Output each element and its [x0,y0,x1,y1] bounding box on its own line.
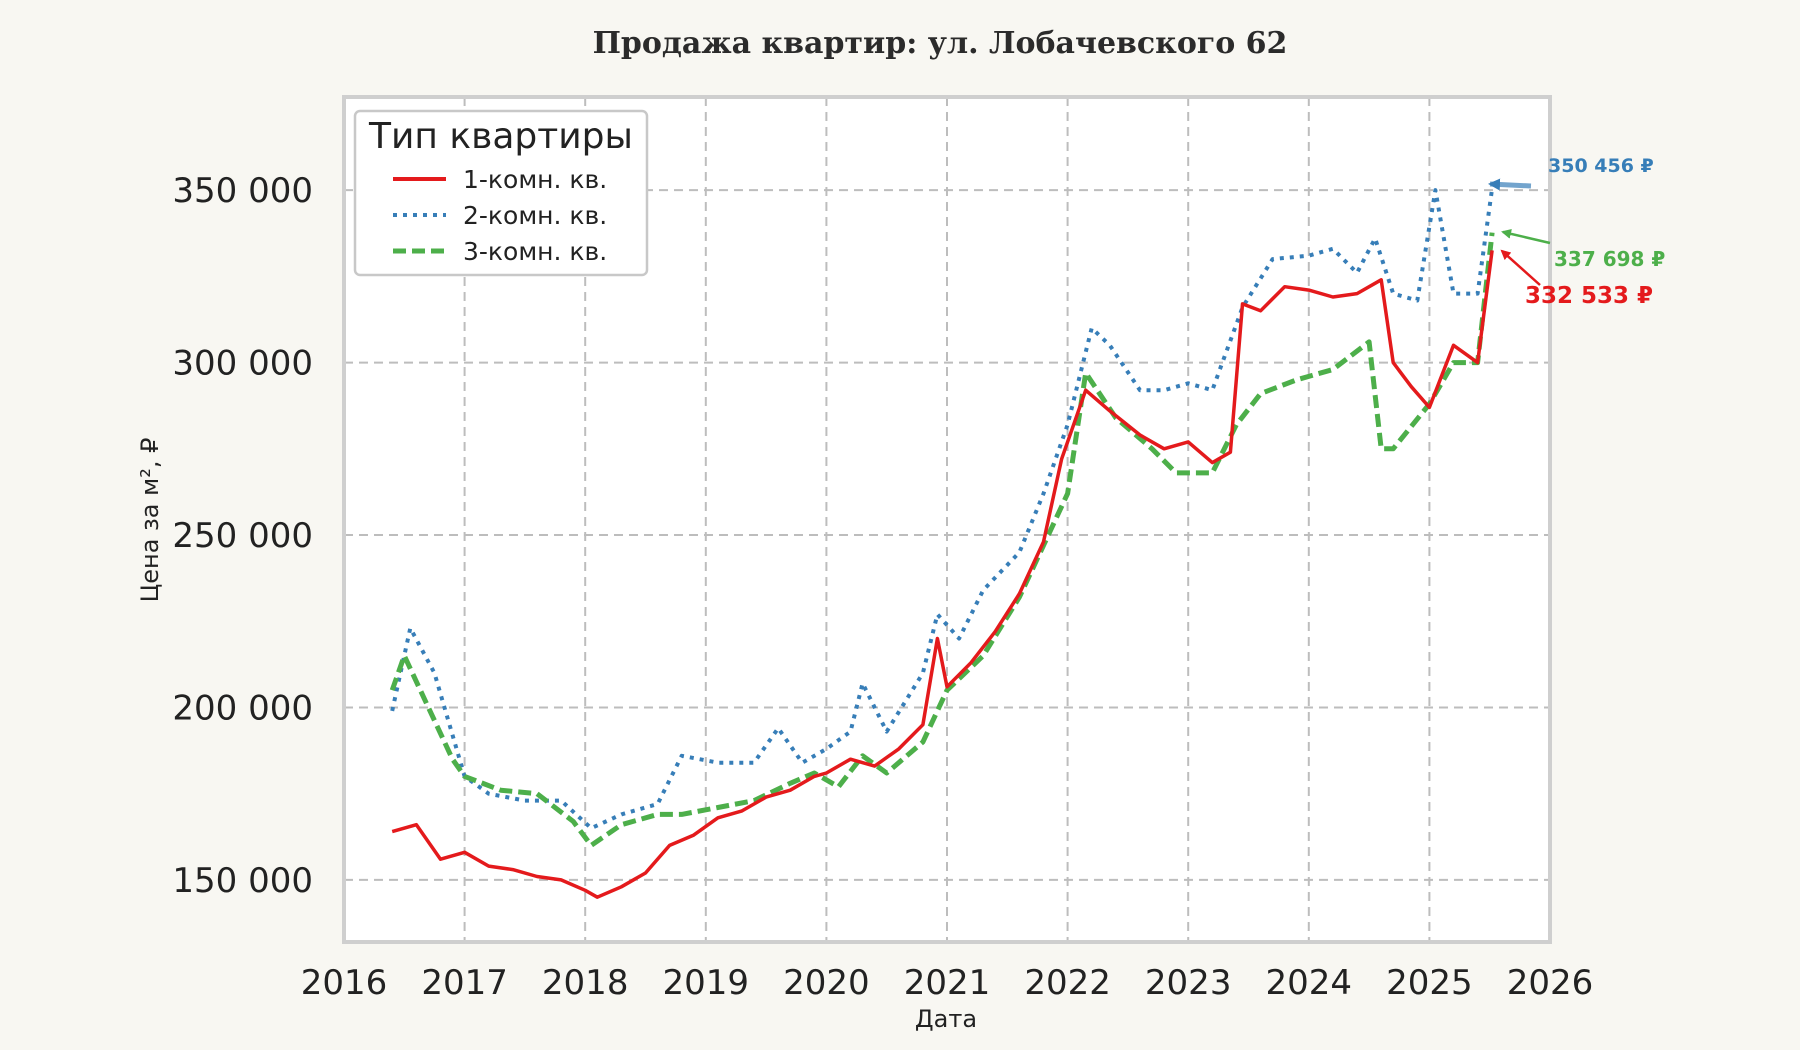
y-tick-label: 150 000 [172,861,313,901]
x-tick-label: 2018 [542,963,629,1003]
x-tick-label: 2024 [1266,963,1353,1003]
x-tick-label: 2022 [1024,963,1111,1003]
x-tick-label: 2016 [301,963,388,1003]
y-tick-label: 350 000 [172,171,313,211]
legend: Тип квартиры 1-комн. кв. 2-комн. кв. 3-к… [353,109,649,277]
x-tick-label: 2020 [783,963,870,1003]
annotation-arrow-3room [1501,228,1551,245]
x-axis-label: Дата [915,1005,977,1033]
y-axis-ticks: 150 000 200 000 250 000 300 000 350 000 [172,171,313,901]
annotation-arrow-2room [1488,178,1532,191]
x-tick-label: 2021 [904,963,991,1003]
y-tick-label: 200 000 [172,688,313,728]
x-tick-label: 2017 [421,963,508,1003]
annotation-label-2room: 350 456 ₽ [1548,155,1654,177]
legend-entry-1room: 1-комн. кв. [463,165,607,194]
legend-title: Тип квартиры [368,116,633,157]
annotations: 350 456 ₽ 337 698 ₽ 332 533 ₽ [1488,155,1665,309]
series-layer [389,188,1495,899]
y-tick-label: 250 000 [172,516,313,556]
series-line-1room [391,250,1494,899]
chart-title: Продажа квартир: ул. Лобачевского 62 [593,26,1288,61]
annotation-label-1room: 332 533 ₽ [1525,283,1653,309]
legend-entry-2room: 2-комн. кв. [463,201,607,230]
y-tick-label: 300 000 [172,344,313,384]
legend-box [353,109,649,277]
y-axis-label: Цена за м², ₽ [136,438,164,603]
plot-frame [342,95,1552,944]
legend-entry-3room: 3-комн. кв. [463,237,607,266]
x-tick-label: 2025 [1386,963,1473,1003]
annotation-label-3room: 337 698 ₽ [1554,247,1665,271]
x-axis-ticks: 2016 2017 2018 2019 2020 2021 2022 2023 2024 2025… [301,963,1594,1003]
x-tick-label: 2026 [1507,963,1594,1003]
x-tick-label: 2019 [663,963,750,1003]
annotation-arrow-1room [1500,249,1541,286]
series-line-2room [390,188,1495,831]
series-line-3room [389,232,1495,848]
x-tick-label: 2023 [1145,963,1232,1003]
